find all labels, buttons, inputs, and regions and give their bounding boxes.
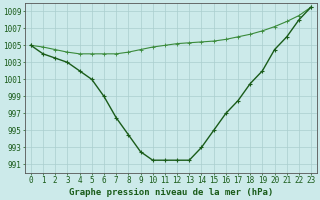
X-axis label: Graphe pression niveau de la mer (hPa): Graphe pression niveau de la mer (hPa) bbox=[69, 188, 273, 197]
